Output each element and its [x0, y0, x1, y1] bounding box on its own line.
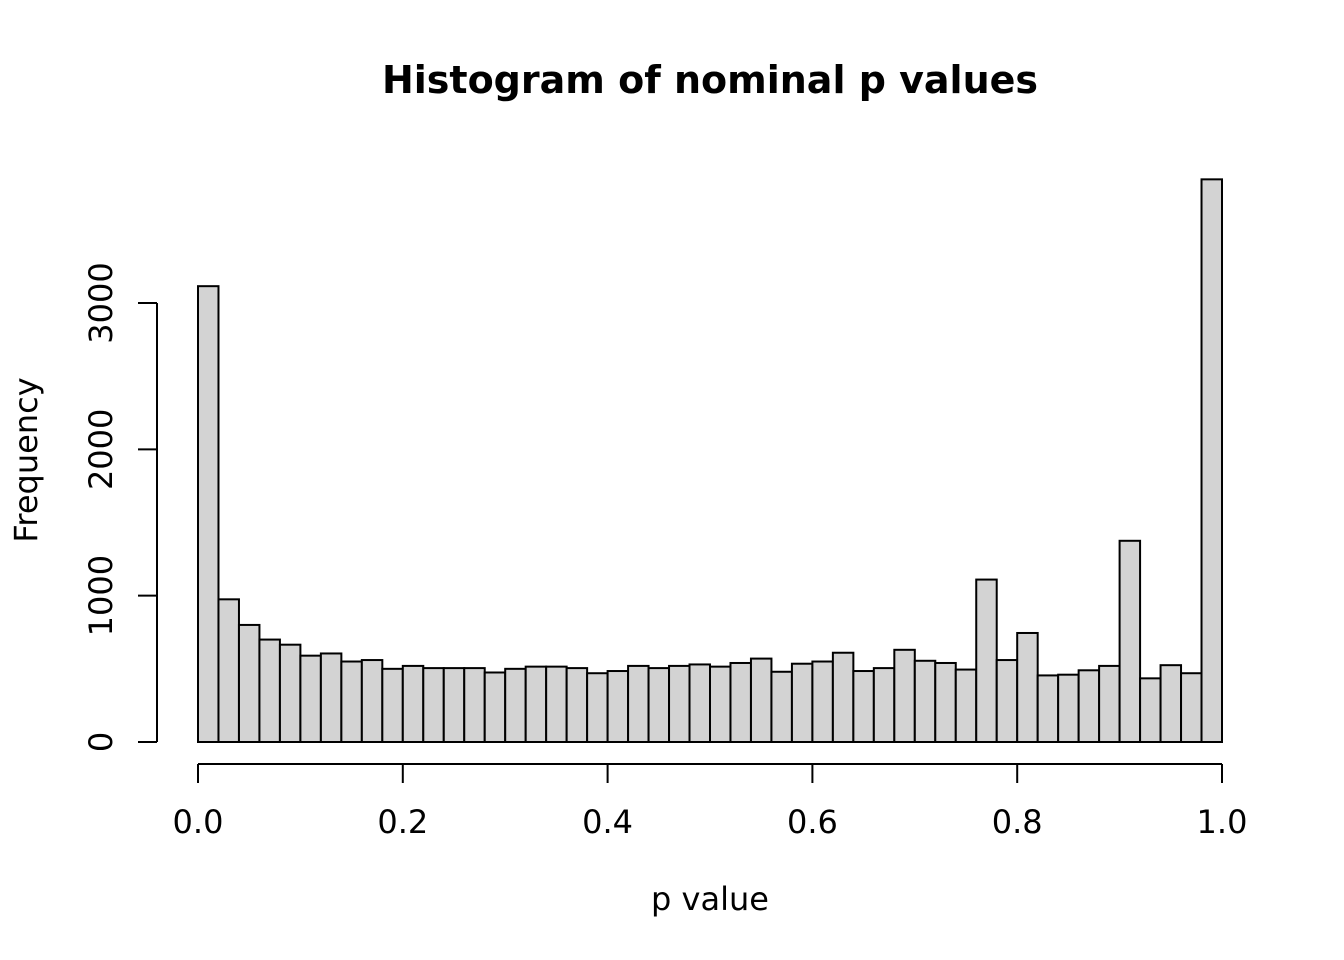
- histogram-bar: [770, 670, 793, 744]
- y-ticks-group: 0 1000 2000 3000: [82, 262, 157, 752]
- histogram-bar: [1118, 539, 1142, 744]
- histogram-bar: [442, 667, 466, 744]
- histogram-bar: [401, 664, 425, 744]
- histogram-bar: [524, 665, 548, 743]
- x-tick-label: 0.2: [377, 803, 428, 841]
- histogram-bar: [565, 667, 589, 744]
- histogram-bar: [811, 660, 834, 743]
- histogram-bar: [749, 657, 773, 744]
- histogram-bar: [340, 660, 363, 743]
- histogram-bar: [360, 659, 384, 744]
- histogram-bar: [237, 623, 261, 744]
- histogram-bar: [1077, 669, 1101, 744]
- histogram-bar: [995, 659, 1019, 744]
- x-tick-label: 0.8: [992, 803, 1043, 841]
- y-axis-label: Frequency: [7, 377, 45, 542]
- histogram-bar: [504, 667, 527, 743]
- histogram-bar: [913, 659, 937, 743]
- histogram-bar: [1057, 673, 1080, 743]
- y-tick-label: 2000: [82, 409, 120, 490]
- histogram-bar: [463, 667, 486, 744]
- x-tick-label: 0.0: [173, 803, 224, 841]
- histogram-bar: [668, 664, 691, 744]
- histogram-bar: [954, 668, 978, 743]
- bars-group: [197, 178, 1224, 744]
- histogram-bar: [1016, 631, 1039, 744]
- histogram-bar: [606, 670, 630, 743]
- y-tick-label: 0: [82, 732, 120, 752]
- x-ticks-group: 0.0 0.2 0.4 0.6 0.8 1.0: [173, 764, 1248, 841]
- histogram-bar: [1139, 677, 1162, 743]
- histogram-bar: [627, 664, 650, 744]
- x-tick-label: 1.0: [1197, 803, 1248, 841]
- histogram-bar: [278, 643, 302, 744]
- histogram-bar: [893, 648, 916, 743]
- histogram-bar: [483, 671, 507, 743]
- histogram-bar: [975, 578, 998, 743]
- chart-title: Histogram of nominal p values: [382, 58, 1038, 102]
- histogram-bar: [319, 652, 343, 743]
- x-tick-label: 0.6: [787, 803, 838, 841]
- y-tick-label: 1000: [82, 555, 120, 636]
- histogram-bar: [299, 654, 322, 743]
- histogram-bar: [1159, 664, 1183, 743]
- histogram-bar: [709, 665, 732, 743]
- histogram-bar: [1098, 664, 1121, 744]
- histogram-bar: [852, 670, 875, 743]
- histogram-bar: [586, 672, 609, 743]
- histogram-bar: [197, 285, 220, 743]
- histogram-bar: [729, 661, 752, 743]
- histogram-bar: [1180, 672, 1203, 743]
- histogram-bar: [381, 667, 404, 743]
- histogram-bar: [258, 638, 281, 743]
- x-tick-label: 0.4: [582, 803, 633, 841]
- y-tick-label: 3000: [82, 262, 120, 343]
- histogram-bar: [872, 667, 896, 744]
- histogram-bar: [647, 667, 671, 744]
- histogram-bar: [422, 667, 445, 744]
- histogram-bar: [790, 662, 814, 743]
- x-axis-label: p value: [651, 880, 769, 918]
- histogram-bar: [1036, 674, 1060, 743]
- histogram-bar: [1200, 178, 1224, 743]
- histogram-bar: [934, 661, 957, 743]
- histogram-bar: [545, 665, 568, 743]
- histogram-bar: [688, 663, 712, 744]
- histogram-bar: [831, 651, 855, 744]
- histogram-bar: [217, 598, 240, 744]
